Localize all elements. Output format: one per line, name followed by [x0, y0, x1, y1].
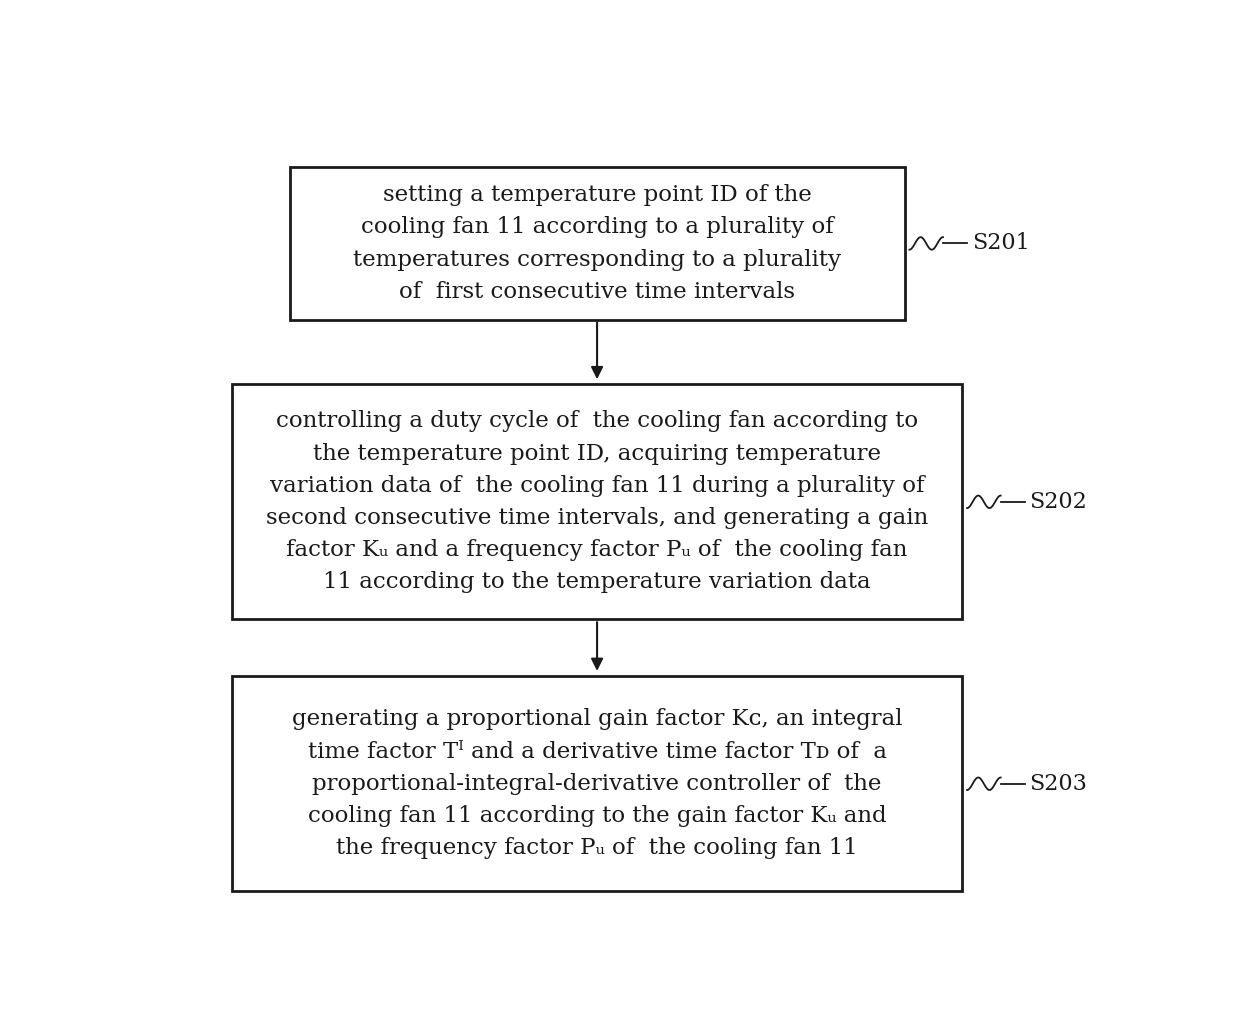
Text: generating a proportional gain factor Kᴄ, an integral
time factor Tᴵ and a deriv: generating a proportional gain factor Kᴄ…	[291, 709, 903, 859]
Text: S203: S203	[1029, 773, 1087, 794]
Text: setting a temperature point ID of the
cooling fan 11 according to a plurality of: setting a temperature point ID of the co…	[353, 184, 841, 303]
Bar	[232, 384, 962, 619]
Text: S201: S201	[972, 233, 1029, 254]
Text: S202: S202	[1029, 491, 1087, 513]
Bar	[290, 167, 904, 319]
Bar	[232, 676, 962, 892]
Text: controlling a duty cycle of  the cooling fan according to
the temperature point : controlling a duty cycle of the cooling …	[265, 410, 929, 593]
